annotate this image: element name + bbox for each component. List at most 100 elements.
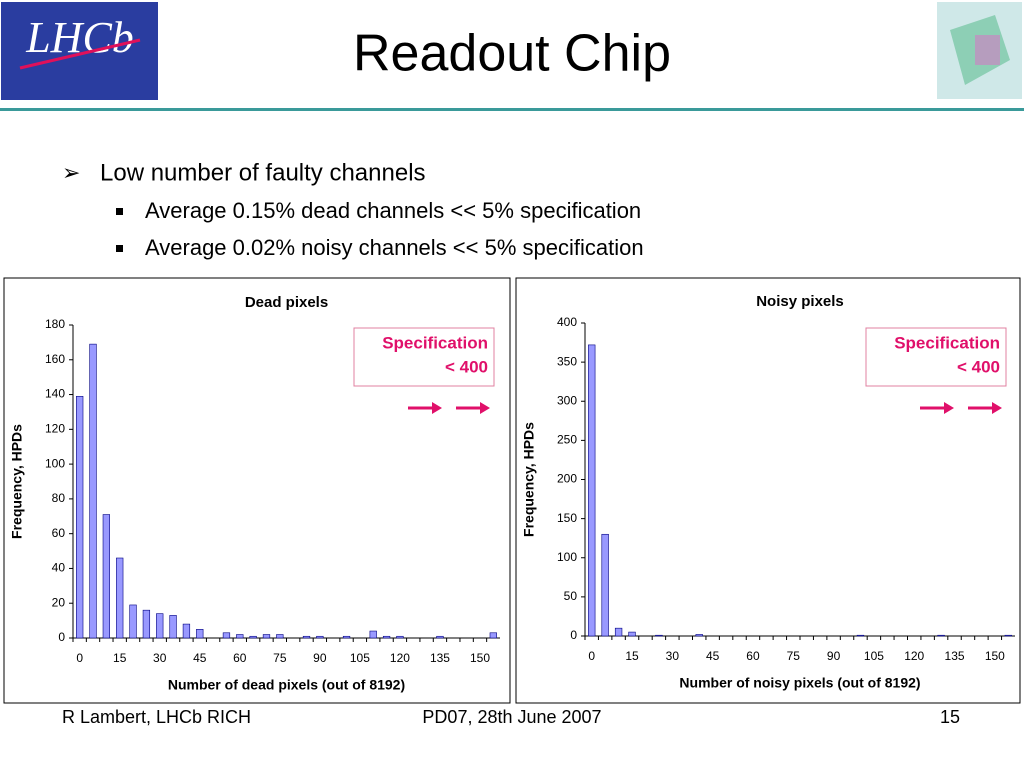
bar (116, 557, 124, 639)
y-tick-label: 400 (557, 315, 577, 329)
logo-shape (975, 35, 1000, 65)
y-tick-label: 20 (52, 595, 66, 609)
bar (588, 344, 596, 637)
logo-left (1, 2, 158, 100)
bar (396, 635, 404, 639)
y-tick-label: 50 (564, 589, 578, 603)
x-tick-label: 75 (787, 649, 801, 663)
annotation: Specification (894, 333, 1000, 352)
bar (276, 634, 284, 639)
bar (142, 609, 151, 639)
y-tick-label: 60 (52, 526, 66, 540)
bar (856, 634, 865, 637)
y-tick-label: 0 (570, 628, 577, 642)
x-tick-label: 30 (153, 651, 167, 665)
y-tick-label: 350 (557, 354, 577, 368)
y-tick-label: 180 (45, 317, 65, 331)
x-tick-label: 135 (430, 651, 450, 665)
x-tick-label: 0 (76, 651, 83, 665)
bar (436, 635, 444, 639)
x-tick-label: 0 (588, 649, 595, 663)
x-tick-label: 120 (904, 649, 924, 663)
chart-title: Noisy pixels (756, 293, 844, 310)
logo-stroke (19, 38, 141, 70)
y-axis-title: Frequency, HPDs (9, 424, 25, 539)
bar (222, 632, 231, 639)
x-tick-label: 150 (470, 651, 490, 665)
bar (601, 533, 609, 637)
bar (129, 604, 137, 639)
arrow-head (480, 402, 490, 414)
bar (262, 634, 271, 639)
arrow-head (944, 402, 954, 414)
bullet: Low number of faulty channels (100, 159, 426, 186)
slide-title: Readout Chip (353, 25, 671, 83)
sub-bullet: Average 0.15% dead channels << 5% specif… (145, 198, 641, 223)
footer-center: PD07, 28th June 2007 (422, 707, 601, 727)
bar (302, 635, 311, 639)
x-tick-label: 75 (273, 651, 287, 665)
annotation: Specification (382, 333, 488, 352)
chart-title: Dead pixels (245, 294, 328, 311)
footer-right: 15 (940, 707, 960, 727)
x-tick-label: 135 (945, 649, 965, 663)
bar (169, 615, 177, 639)
x-tick-label: 150 (985, 649, 1005, 663)
x-axis-title: Number of dead pixels (out of 8192) (168, 677, 405, 693)
x-tick-label: 60 (746, 649, 760, 663)
y-tick-label: 80 (52, 491, 66, 505)
y-tick-label: 140 (45, 387, 65, 401)
annotation: < 400 (445, 357, 488, 376)
footer-left: R Lambert, LHCb RICH (62, 707, 251, 727)
x-tick-label: 15 (625, 649, 639, 663)
y-tick-label: 120 (45, 422, 65, 436)
bar (937, 634, 945, 637)
y-tick-label: 100 (557, 550, 577, 564)
bar (695, 634, 703, 637)
x-tick-label: 105 (864, 649, 884, 663)
y-tick-label: 0 (58, 630, 65, 644)
bar (76, 395, 84, 639)
y-tick-label: 300 (557, 393, 577, 407)
x-tick-label: 120 (390, 651, 410, 665)
x-tick-label: 90 (313, 651, 327, 665)
y-tick-label: 100 (45, 456, 65, 470)
bar (102, 514, 110, 639)
annotation: < 400 (957, 357, 1000, 376)
annotation-box (865, 327, 1007, 387)
y-tick-label: 250 (557, 433, 577, 447)
arrow-head (432, 402, 442, 414)
header-rule (0, 108, 1024, 111)
bar (655, 634, 663, 637)
x-axis-title: Number of noisy pixels (out of 8192) (679, 675, 920, 691)
bullet-arrow: ➢ (62, 160, 80, 185)
y-tick-label: 200 (557, 472, 577, 486)
bar (236, 634, 244, 639)
bar (1004, 634, 1012, 637)
sub-bullet-marker (116, 208, 123, 215)
bar (369, 630, 377, 639)
bar (489, 632, 497, 639)
arrow-head (992, 402, 1002, 414)
bar (316, 635, 324, 639)
bar (196, 629, 204, 639)
x-tick-label: 30 (666, 649, 680, 663)
y-tick-label: 160 (45, 352, 65, 366)
annotation-box (353, 327, 495, 387)
bar (249, 635, 257, 639)
x-tick-label: 105 (350, 651, 370, 665)
bar (182, 623, 191, 639)
x-tick-label: 15 (113, 651, 127, 665)
y-axis-title: Frequency, HPDs (521, 422, 537, 537)
bar (614, 627, 623, 637)
x-tick-label: 45 (193, 651, 207, 665)
bar (156, 613, 164, 639)
x-tick-label: 60 (233, 651, 247, 665)
y-tick-label: 150 (557, 511, 577, 525)
sub-bullet-marker (116, 245, 123, 252)
x-tick-label: 90 (827, 649, 841, 663)
bar (89, 343, 97, 639)
x-tick-label: 45 (706, 649, 720, 663)
